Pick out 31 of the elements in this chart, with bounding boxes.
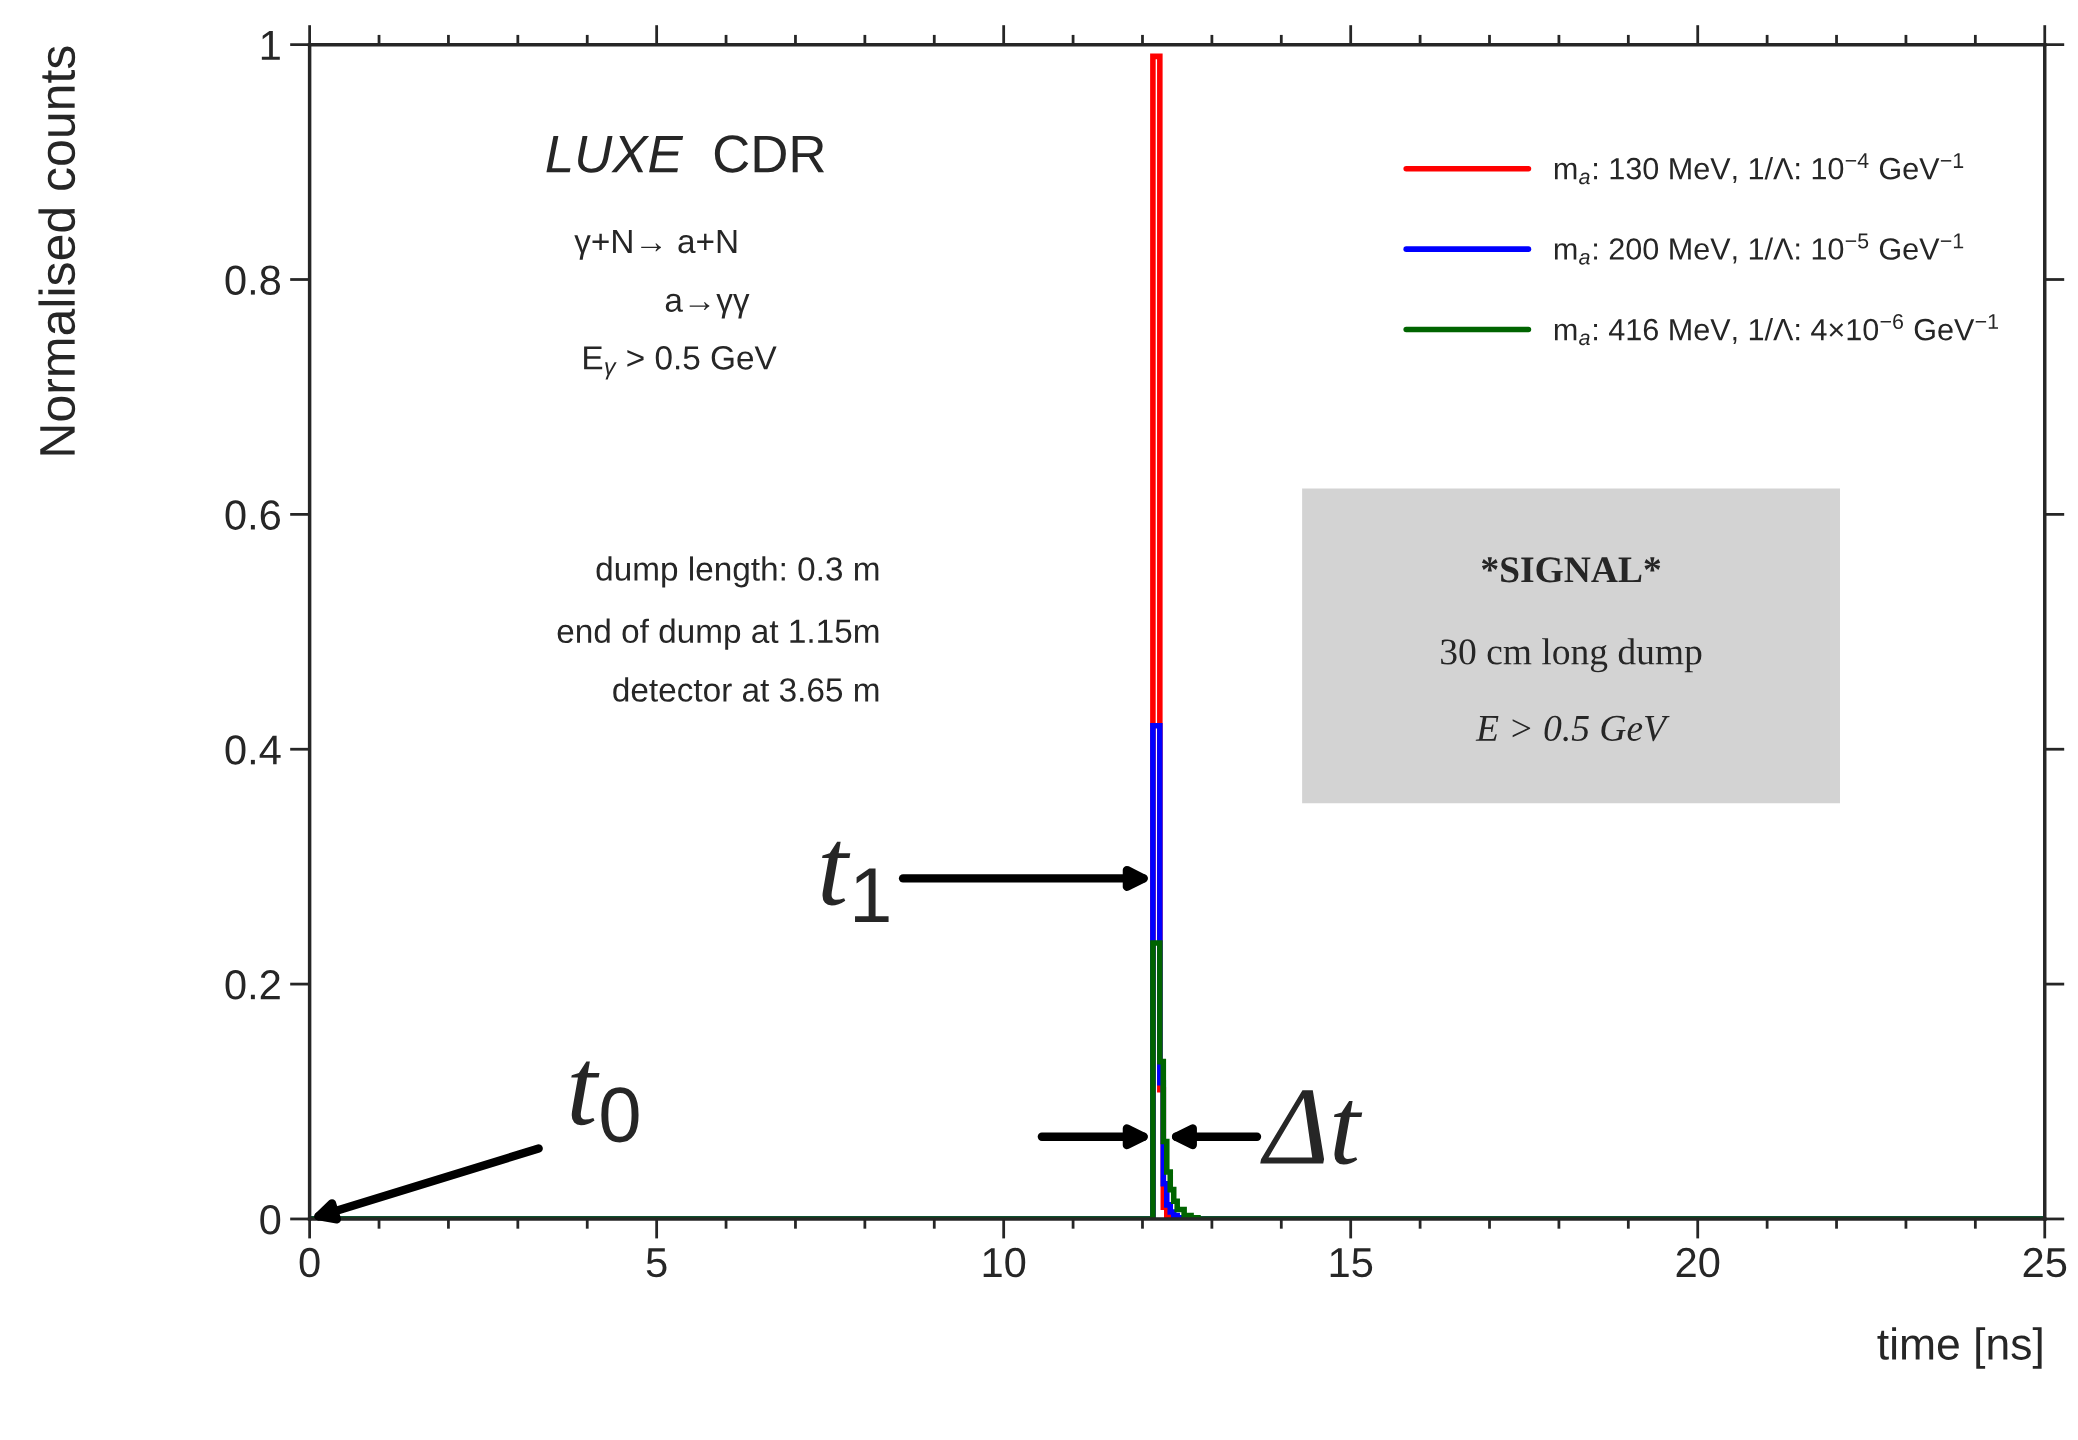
annotation: end of dump at 1.15m bbox=[557, 618, 879, 650]
annotation: t$_{1}$ bbox=[822, 841, 889, 922]
y-tick-label: 0.8 bbox=[225, 265, 281, 296]
annotation: a→γγ bbox=[665, 293, 750, 319]
annotation: CDR bbox=[714, 135, 825, 173]
y-tick-label: 1 bbox=[261, 31, 280, 60]
x-tick-label: 5 bbox=[646, 1248, 667, 1278]
annotation: detector at 3.65 m bbox=[613, 677, 879, 702]
x-tick-label: 25 bbox=[2023, 1247, 2067, 1278]
annotation: γ+N→ a+N bbox=[574, 229, 737, 260]
y-tick-label: 0.6 bbox=[225, 500, 281, 530]
x-axis-title: time [ns] bbox=[1877, 1327, 2042, 1369]
annotation: E > 0.5 GeV bbox=[1475, 715, 1670, 742]
y-tick-label: 0 bbox=[260, 1204, 281, 1235]
annotation: dump length: 0.3 m bbox=[596, 556, 879, 588]
annotation: t$_{0}$ bbox=[571, 1061, 639, 1143]
annotation: Δt bbox=[1260, 1090, 1363, 1165]
y-axis-title: Normalised counts bbox=[38, 46, 76, 455]
legend-label: m$_{a}$: 200 MeV, 1/Λ: 10$^{−5}$ GeV$^{−1}$ bbox=[1554, 233, 1964, 265]
x-tick-label: 20 bbox=[1676, 1247, 1720, 1278]
annotation: *SIGNAL* bbox=[1481, 557, 1661, 583]
y-tick-label: 0.2 bbox=[225, 970, 280, 1000]
x-tick-label: 0 bbox=[299, 1247, 320, 1278]
legend-label: m$_{a}$: 130 MeV, 1/Λ: 10$^{−4}$ GeV$^{−1}$ bbox=[1554, 153, 1964, 185]
x-tick-label: 15 bbox=[1330, 1248, 1373, 1278]
annotation: 30 cm long dump bbox=[1441, 638, 1702, 673]
annotation: E$_{γ}$ > 0.5 GeV bbox=[584, 346, 777, 380]
legend-label: m$_{a}$: 416 MeV, 1/Λ: 4×10$^{−6}$ GeV$^{−1}$ bbox=[1554, 313, 1998, 346]
x-tick-label: 10 bbox=[983, 1247, 1026, 1278]
y-tick-label: 0.4 bbox=[225, 735, 281, 765]
annotation: LUXE bbox=[546, 135, 684, 173]
